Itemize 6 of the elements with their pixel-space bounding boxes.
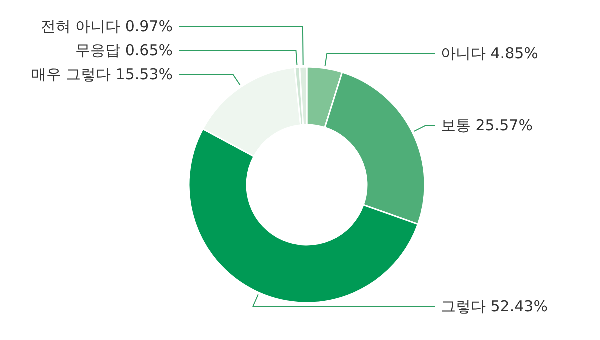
slice-label: 보통 25.57% xyxy=(441,116,533,135)
slice-label: 무응답 0.65% xyxy=(76,41,173,60)
slice-label: 아니다 4.85% xyxy=(441,44,538,63)
slice-label: 전혀 아니다 0.97% xyxy=(40,17,173,36)
slice-label: 매우 그렇다 15.53% xyxy=(31,65,173,84)
slice-label: 그렇다 52.43% xyxy=(441,298,548,316)
